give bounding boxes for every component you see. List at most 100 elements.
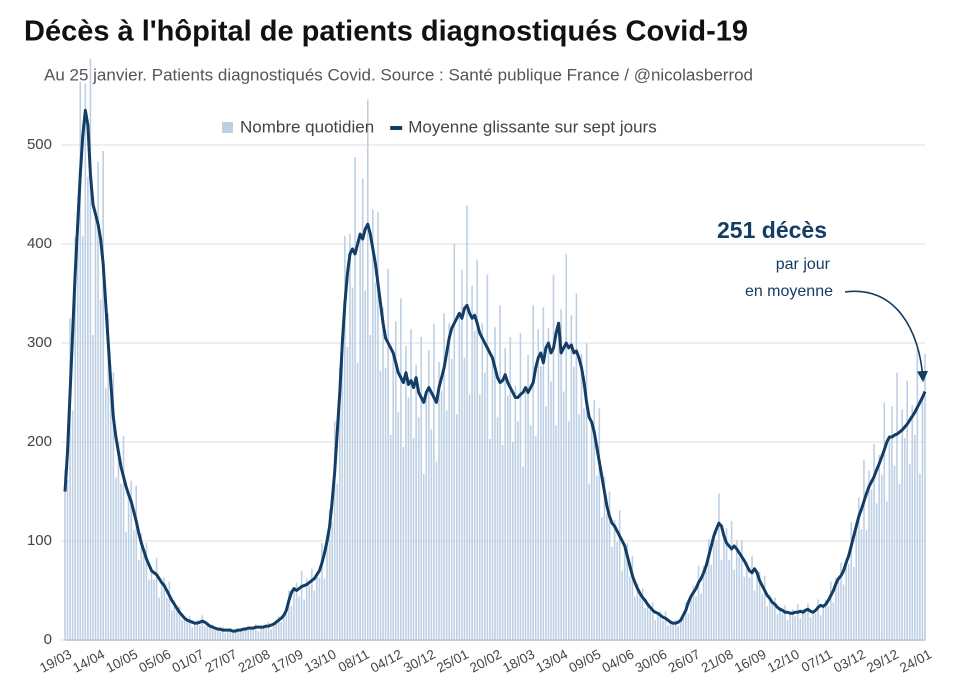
bar xyxy=(537,329,540,640)
bar xyxy=(333,421,336,640)
bar xyxy=(804,611,807,640)
bar xyxy=(499,305,501,640)
bar xyxy=(601,517,603,640)
bar xyxy=(710,564,713,640)
bar xyxy=(837,581,840,640)
bar xyxy=(560,309,562,640)
bar xyxy=(567,421,570,640)
bar xyxy=(186,622,188,640)
bar xyxy=(110,395,112,640)
bar xyxy=(224,633,227,640)
bar xyxy=(221,627,224,640)
bar xyxy=(580,353,583,640)
bar xyxy=(171,610,173,640)
bar xyxy=(372,209,374,640)
x-tick-label: 01/07 xyxy=(170,647,207,676)
bar xyxy=(216,628,219,640)
bar xyxy=(366,99,369,640)
bar xyxy=(824,599,827,640)
bar xyxy=(176,610,178,640)
x-tick-label: 09/05 xyxy=(566,647,603,676)
x-tick-label: 04/06 xyxy=(600,647,637,676)
x-tick-label: 12/10 xyxy=(765,647,802,676)
bar xyxy=(468,394,471,640)
bars xyxy=(64,58,926,641)
bar xyxy=(646,602,649,640)
bar xyxy=(107,313,110,640)
bar xyxy=(641,588,644,640)
x-tick-label: 19/03 xyxy=(37,647,74,676)
bar xyxy=(277,616,280,640)
bar xyxy=(397,412,400,640)
bar xyxy=(847,563,850,640)
bar xyxy=(242,630,244,640)
bar xyxy=(886,501,888,640)
bar xyxy=(481,323,484,640)
bar xyxy=(623,545,626,640)
bar xyxy=(550,381,552,640)
bar xyxy=(746,561,748,640)
bar xyxy=(705,569,707,640)
y-tick-label: 100 xyxy=(27,532,52,549)
bar xyxy=(919,473,921,640)
bar xyxy=(496,417,499,640)
x-tick-label: 03/12 xyxy=(831,647,868,676)
bar xyxy=(290,606,293,640)
bar xyxy=(400,298,402,640)
bar xyxy=(878,454,880,640)
bar xyxy=(384,367,387,640)
bar xyxy=(158,597,160,640)
bar xyxy=(534,436,537,640)
bar xyxy=(512,442,514,640)
bar xyxy=(377,212,379,640)
bar xyxy=(720,559,723,640)
bar xyxy=(433,324,435,640)
bar xyxy=(120,483,122,640)
bar xyxy=(702,565,705,640)
bar xyxy=(593,400,596,640)
bar xyxy=(135,485,138,640)
bar xyxy=(540,366,542,640)
bar xyxy=(69,318,71,640)
bar xyxy=(265,628,267,640)
bar xyxy=(132,530,135,640)
x-tick-label: 24/01 xyxy=(897,647,934,676)
bar xyxy=(830,581,832,640)
bar xyxy=(255,624,257,640)
bar xyxy=(275,623,277,640)
bar xyxy=(346,346,349,640)
bar xyxy=(667,625,669,640)
bar xyxy=(840,562,842,640)
bar xyxy=(855,526,858,640)
bar xyxy=(486,274,489,640)
bar xyxy=(697,565,700,640)
bar xyxy=(219,630,221,640)
bar xyxy=(143,554,145,640)
x-tick-label: 17/09 xyxy=(269,647,306,676)
bar xyxy=(64,469,66,640)
bar xyxy=(364,290,367,640)
bar xyxy=(283,614,285,640)
bar xyxy=(351,287,354,640)
bar xyxy=(237,632,239,640)
bar xyxy=(501,444,504,640)
bar xyxy=(478,394,481,640)
bar xyxy=(412,438,415,640)
bar xyxy=(771,604,774,640)
bar xyxy=(214,630,216,640)
bar xyxy=(784,605,786,640)
bar xyxy=(443,313,445,640)
x-tick-label: 21/08 xyxy=(699,647,736,676)
bar xyxy=(89,58,92,641)
bar xyxy=(545,406,547,640)
bar xyxy=(868,470,870,640)
bar xyxy=(415,364,417,640)
bar xyxy=(802,609,804,640)
bar xyxy=(639,595,641,640)
bar xyxy=(595,475,598,640)
bar xyxy=(621,570,624,640)
bar xyxy=(288,590,290,640)
bar xyxy=(293,588,295,640)
bar xyxy=(316,571,318,640)
bar xyxy=(880,474,883,640)
